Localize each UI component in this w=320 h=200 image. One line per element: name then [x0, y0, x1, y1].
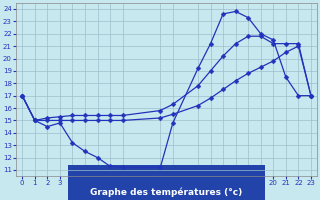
X-axis label: Graphe des températures (°c): Graphe des températures (°c) — [91, 188, 243, 197]
